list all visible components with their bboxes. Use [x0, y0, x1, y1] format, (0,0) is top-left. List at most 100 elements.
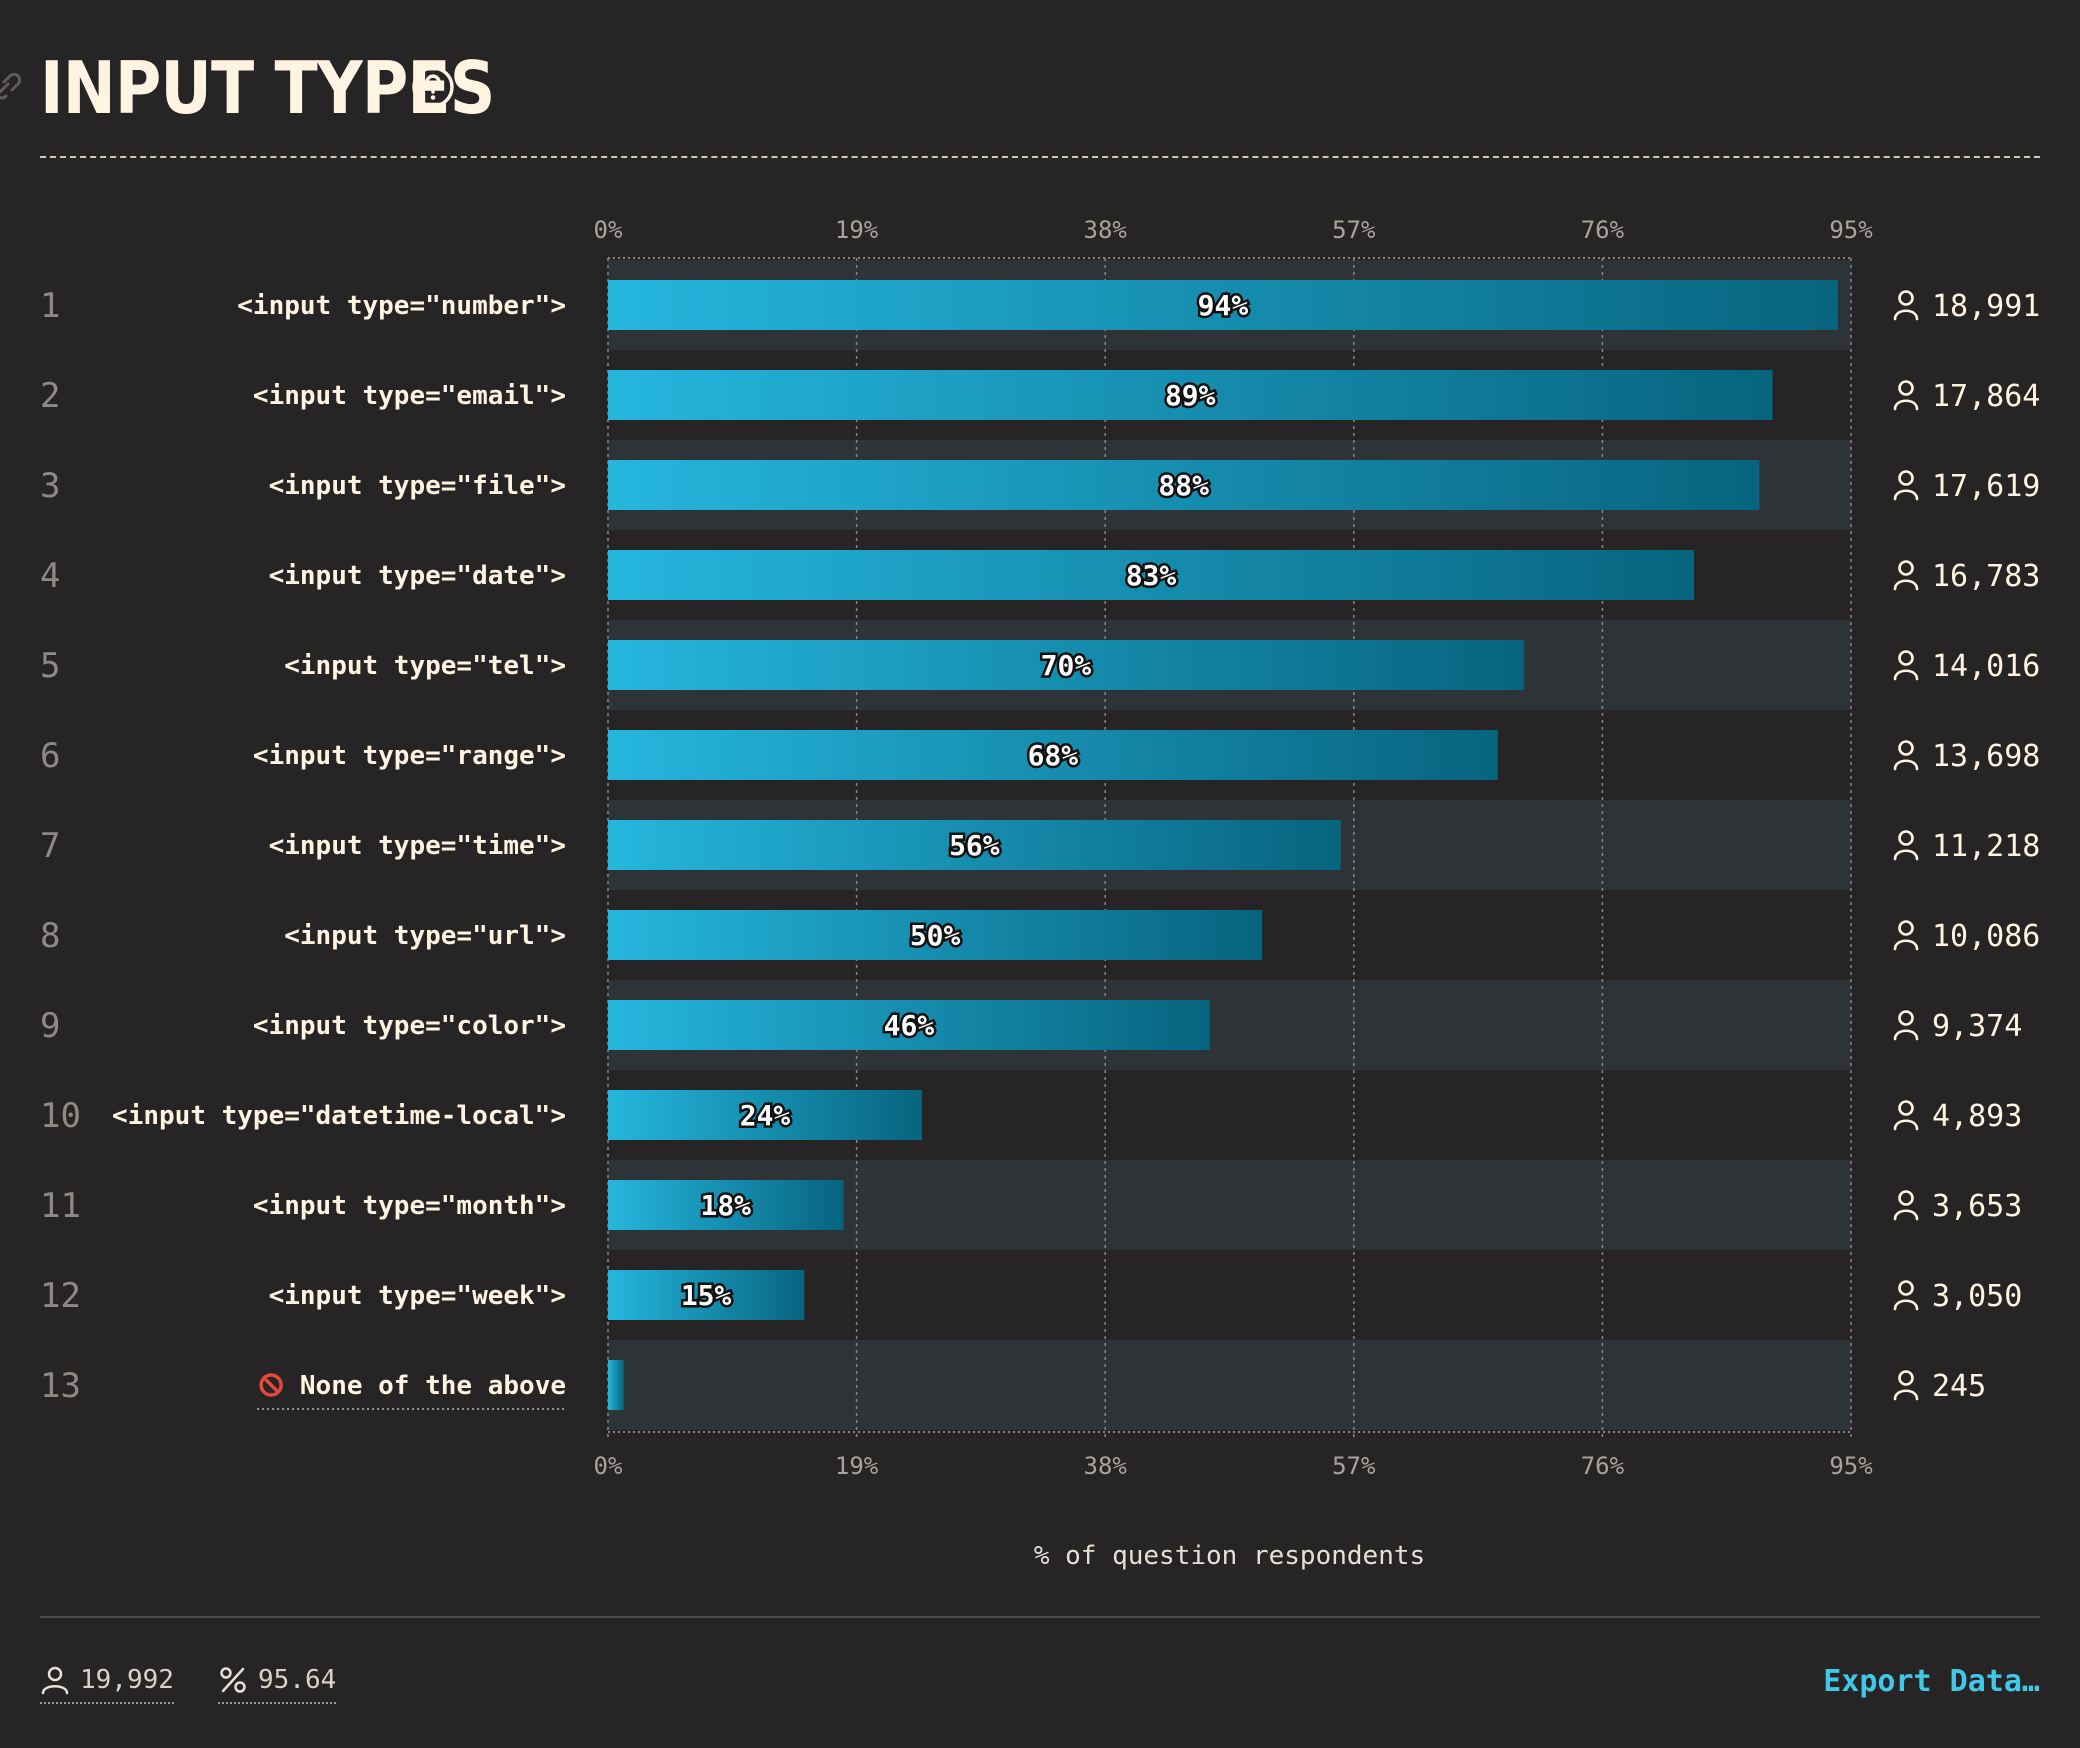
user-icon — [1898, 1370, 1914, 1386]
bar[interactable] — [608, 1000, 1210, 1050]
row-label[interactable]: <input type="datetime-local"> — [112, 1101, 566, 1131]
user-icon-body — [1893, 399, 1919, 411]
x-tick-label-bottom: 19% — [835, 1452, 879, 1480]
user-icon-body — [1893, 1389, 1919, 1401]
row-rank: 9 — [40, 1006, 60, 1046]
row-label[interactable]: <input type="week"> — [269, 1281, 566, 1311]
help-circle-icon[interactable] — [410, 64, 456, 110]
row-rank: 5 — [40, 646, 60, 686]
row-label[interactable]: <input type="date"> — [269, 561, 566, 591]
row-label[interactable]: <input type="time"> — [269, 831, 566, 861]
x-tick-label-top: 76% — [1581, 216, 1625, 244]
bar[interactable] — [608, 370, 1773, 420]
x-tick-label-bottom: 38% — [1084, 1452, 1128, 1480]
row-count: 17,619 — [1932, 469, 2040, 504]
respondent-percent[interactable]: 95.64 — [218, 1660, 337, 1704]
bar-value-label: 50% — [910, 919, 961, 952]
bar-chart: 0% 0% 19% 19% 38% 38% 57% 57% 76% 76% 95% 95% 1 <inpu… — [0, 200, 2080, 1600]
row-count: 17,864 — [1932, 379, 2040, 414]
bar-value-label: 88% — [1158, 469, 1209, 502]
row-label[interactable]: <input type="tel"> — [284, 651, 566, 681]
row-count: 4,893 — [1932, 1099, 2022, 1134]
row-label[interactable]: <input type="color"> — [253, 1011, 566, 1041]
x-tick-label-top: 95% — [1829, 216, 1873, 244]
total-respondents-value: 19,992 — [80, 1665, 174, 1695]
no-entry-icon — [259, 1373, 283, 1397]
bar[interactable] — [608, 730, 1498, 780]
row-label[interactable]: None of the above — [300, 1371, 566, 1401]
row-band — [608, 1340, 1851, 1430]
row-count: 245 — [1932, 1369, 1986, 1404]
user-icon-body — [1893, 1299, 1919, 1311]
export-data-link[interactable]: Export Data… — [1823, 1664, 2040, 1699]
bar-value-label: 89% — [1165, 379, 1216, 412]
row-rank: 11 — [40, 1186, 81, 1226]
bar[interactable] — [608, 1270, 805, 1320]
x-tick-label-bottom: 76% — [1581, 1452, 1625, 1480]
user-icon — [1898, 1190, 1914, 1206]
link-icon[interactable] — [0, 70, 22, 100]
row-rank: 2 — [40, 376, 60, 416]
row-rank: 3 — [40, 466, 60, 506]
user-icon-body — [1893, 1029, 1919, 1041]
row-label[interactable]: <input type="month"> — [253, 1191, 566, 1221]
row-count: 11,218 — [1932, 829, 2040, 864]
user-icon-body — [1893, 489, 1919, 501]
bar[interactable] — [608, 1180, 844, 1230]
x-axis-title: % of question respondents — [1034, 1541, 1425, 1571]
bar-chart-svg: 0% 0% 19% 19% 38% 38% 57% 57% 76% 76% 95% 95% 1 <inpu… — [40, 216, 2040, 1571]
user-icon — [1898, 650, 1914, 666]
user-icon-body — [1893, 939, 1919, 951]
row-label[interactable]: <input type="number"> — [237, 291, 566, 321]
no-entry-icon-slash — [262, 1376, 280, 1394]
user-icon-body — [1893, 849, 1919, 861]
row-count: 3,653 — [1932, 1189, 2022, 1224]
percent-icon — [220, 1667, 246, 1693]
user-icon-body — [1893, 669, 1919, 681]
row-label[interactable]: <input type="email"> — [253, 381, 566, 411]
row-rank: 10 — [40, 1096, 81, 1136]
user-icon — [1898, 560, 1914, 576]
row-rank: 12 — [40, 1276, 81, 1316]
user-icon-body — [1893, 579, 1919, 591]
bar[interactable] — [608, 1360, 624, 1410]
user-icon — [41, 1666, 69, 1695]
bar[interactable] — [608, 280, 1838, 330]
user-icon — [1898, 1010, 1914, 1026]
user-icon-body — [1893, 1119, 1919, 1131]
bar[interactable] — [608, 1090, 923, 1140]
user-icon-body — [1893, 1209, 1919, 1221]
bar-value-label: 15% — [681, 1279, 732, 1312]
row-label[interactable]: <input type="url"> — [284, 921, 566, 951]
row-count: 18,991 — [1932, 289, 2040, 324]
respondent-percent-value: 95.64 — [258, 1665, 337, 1695]
row-rank: 4 — [40, 556, 60, 596]
user-icon — [1898, 470, 1914, 486]
row-rank: 8 — [40, 916, 60, 956]
row-count: 14,016 — [1932, 649, 2040, 684]
user-icon-body — [1893, 309, 1919, 321]
x-tick-label-top: 38% — [1084, 216, 1128, 244]
bar-value-label: 46% — [884, 1009, 935, 1042]
bar-value-label: 68% — [1028, 739, 1079, 772]
row-rank: 6 — [40, 736, 60, 776]
row-count: 9,374 — [1932, 1009, 2022, 1044]
bar-value-label: 83% — [1126, 559, 1177, 592]
title-divider — [40, 156, 2040, 158]
bar[interactable] — [608, 640, 1524, 690]
row-rank: 13 — [40, 1366, 81, 1406]
bar[interactable] — [608, 460, 1760, 510]
bar[interactable] — [608, 910, 1263, 960]
user-icon — [1898, 920, 1914, 936]
row-label[interactable]: <input type="range"> — [253, 741, 566, 771]
x-tick-label-top: 0% — [594, 216, 623, 244]
x-tick-label-top: 19% — [835, 216, 879, 244]
bar[interactable] — [608, 550, 1694, 600]
user-icon-body — [1893, 759, 1919, 771]
total-respondents[interactable]: 19,992 — [40, 1660, 174, 1704]
row-label[interactable]: <input type="file"> — [269, 471, 566, 501]
row-rank: 1 — [40, 286, 60, 326]
row-count: 10,086 — [1932, 919, 2040, 954]
bar[interactable] — [608, 820, 1341, 870]
